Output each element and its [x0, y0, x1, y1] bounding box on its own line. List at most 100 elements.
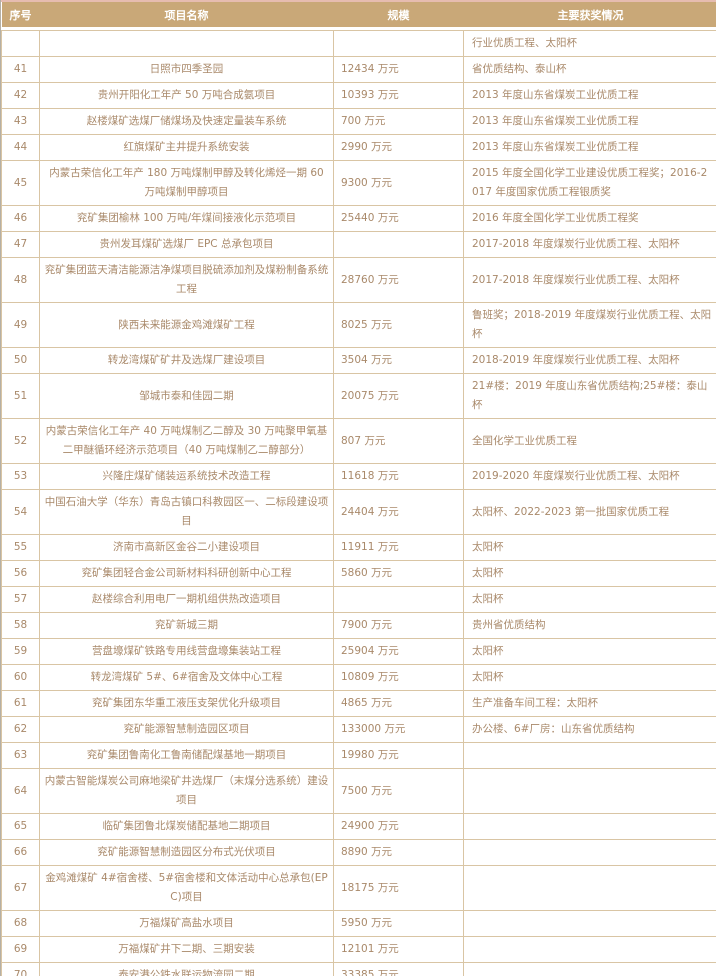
table-body: 行业优质工程、太阳杯 41 日照市四季圣园 12434 万元 省优质结构、泰山杯 42 贵州…: [1, 30, 716, 976]
table-row: 67 金鸡滩煤矿 4#宿舍楼、5#宿舍楼和文体活动中心总承包(EPC)项目 1817…: [1, 865, 716, 911]
cell-index: 47: [1, 231, 40, 258]
cell-awards: 2013 年度山东省煤炭工业优质工程: [463, 108, 716, 135]
cell-awards: 行业优质工程、太阳杯: [463, 30, 716, 57]
header-body-gap: [1, 27, 716, 31]
cell-awards: [463, 865, 716, 911]
cell-project-name: 贵州发耳煤矿选煤厂 EPC 总承包项目: [39, 231, 334, 258]
cell-project-name: 日照市四季圣园: [39, 56, 334, 83]
cell-awards: 太阳杯: [463, 560, 716, 587]
table-row: 43 赵楼煤矿选煤厂储煤场及快速定量装车系统 700 万元 2013 年度山东省煤炭工…: [1, 108, 716, 135]
cell-index: 45: [1, 160, 40, 206]
cell-awards: 太阳杯: [463, 534, 716, 561]
cell-awards: [463, 936, 716, 963]
table-row: 53 兴隆庄煤矿储装运系统技术改造工程 11618 万元 2019-2020 年度煤炭…: [1, 463, 716, 490]
cell-project-name: 临矿集团鲁北煤炭储配基地二期项目: [39, 813, 334, 840]
cell-project-name: 万福煤矿高盐水项目: [39, 910, 334, 937]
table-row: 行业优质工程、太阳杯: [1, 30, 716, 57]
cell-awards: 太阳杯: [463, 638, 716, 665]
cell-scale: 28760 万元: [333, 257, 464, 303]
cell-awards: 太阳杯、2022-2023 第一批国家优质工程: [463, 489, 716, 535]
cell-awards: [463, 813, 716, 840]
cell-awards: 鲁班奖；2018-2019 年度煤炭行业优质工程、太阳杯: [463, 302, 716, 348]
table-row: 65 临矿集团鲁北煤炭储配基地二期项目 24900 万元: [1, 813, 716, 840]
cell-project-name: 兴隆庄煤矿储装运系统技术改造工程: [39, 463, 334, 490]
cell-awards: 办公楼、6#厂房：山东省优质结构: [463, 716, 716, 743]
cell-index: 68: [1, 910, 40, 937]
table-row: 63 兖矿集团鲁南化工鲁南储配煤基地一期项目 19980 万元: [1, 742, 716, 769]
cell-scale: 3504 万元: [333, 347, 464, 374]
cell-awards: [463, 962, 716, 976]
cell-awards: [463, 768, 716, 814]
cell-index: 46: [1, 205, 40, 232]
cell-scale: 8890 万元: [333, 839, 464, 866]
cell-awards: 21#楼：2019 年度山东省优质结构;25#楼：泰山杯: [463, 373, 716, 419]
cell-scale: 7500 万元: [333, 768, 464, 814]
table-row: 59 营盘壕煤矿铁路专用线营盘壕集装站工程 25904 万元 太阳杯: [1, 638, 716, 665]
table-row: 41 日照市四季圣园 12434 万元 省优质结构、泰山杯: [1, 56, 716, 83]
cell-awards: 省优质结构、泰山杯: [463, 56, 716, 83]
cell-project-name: 济南市高新区金谷二小建设项目: [39, 534, 334, 561]
cell-index: 55: [1, 534, 40, 561]
cell-project-name: 中国石油大学（华东）青岛古镇口科教园区一、二标段建设项目: [39, 489, 334, 535]
cell-project-name: 赵楼煤矿选煤厂储煤场及快速定量装车系统: [39, 108, 334, 135]
cell-project-name: 赵楼综合利用电厂一期机组供热改造项目: [39, 586, 334, 613]
cell-project-name: 兖矿能源智慧制造园区项目: [39, 716, 334, 743]
cell-scale: 133000 万元: [333, 716, 464, 743]
cell-awards: 2015 年度全国化学工业建设优质工程奖；2016-2017 年度国家优质工程银…: [463, 160, 716, 206]
cell-scale: 10809 万元: [333, 664, 464, 691]
cell-scale: 20075 万元: [333, 373, 464, 419]
cell-index: 61: [1, 690, 40, 717]
cell-scale: 4865 万元: [333, 690, 464, 717]
cell-index: 57: [1, 586, 40, 613]
cell-scale: 10393 万元: [333, 82, 464, 109]
cell-awards: 2018-2019 年度煤炭行业优质工程、太阳杯: [463, 347, 716, 374]
cell-scale: [333, 231, 464, 258]
table-row: 50 转龙湾煤矿矿井及选煤厂建设项目 3504 万元 2018-2019 年度煤炭行业…: [1, 347, 716, 374]
cell-project-name: 邹城市泰和佳园二期: [39, 373, 334, 419]
cell-index: 62: [1, 716, 40, 743]
cell-scale: 7900 万元: [333, 612, 464, 639]
cell-project-name: 营盘壕煤矿铁路专用线营盘壕集装站工程: [39, 638, 334, 665]
header-row: 序号 项目名称 规模 主要获奖情况: [1, 2, 716, 27]
table-row: 45 内蒙古荣信化工年产 180 万吨煤制甲醇及转化烯烃一期 60 万吨煤制甲醇项…: [1, 160, 716, 206]
cell-awards: 2016 年度全国化学工业优质工程奖: [463, 205, 716, 232]
table-row: 57 赵楼综合利用电厂一期机组供热改造项目 太阳杯: [1, 586, 716, 613]
cell-project-name: 陕西未来能源金鸡滩煤矿工程: [39, 302, 334, 348]
cell-project-name: 内蒙古荣信化工年产 180 万吨煤制甲醇及转化烯烃一期 60 万吨煤制甲醇项目: [39, 160, 334, 206]
table-row: 62 兖矿能源智慧制造园区项目 133000 万元 办公楼、6#厂房：山东省优质结构: [1, 716, 716, 743]
cell-scale: 9300 万元: [333, 160, 464, 206]
cell-scale: 807 万元: [333, 418, 464, 464]
cell-index: 66: [1, 839, 40, 866]
table-row: 52 内蒙古荣信化工年产 40 万吨煤制乙二醇及 30 万吨聚甲氧基二甲醚循环经济…: [1, 418, 716, 464]
page-top-divider: [1, 0, 716, 2]
cell-awards: 太阳杯: [463, 586, 716, 613]
cell-index: 60: [1, 664, 40, 691]
cell-scale: 5950 万元: [333, 910, 464, 937]
cell-index: 54: [1, 489, 40, 535]
table-row: 70 泰安港公铁水联运物流园二期 33385 万元: [1, 962, 716, 976]
table-row: 56 兖矿集团轻合金公司新材料科研创新中心工程 5860 万元 太阳杯: [1, 560, 716, 587]
cell-awards: 2019-2020 年度煤炭行业优质工程、太阳杯: [463, 463, 716, 490]
col-header-index: 序号: [1, 2, 40, 27]
cell-scale: 12101 万元: [333, 936, 464, 963]
cell-scale: 25904 万元: [333, 638, 464, 665]
table-row: 69 万福煤矿井下二期、三期安装 12101 万元: [1, 936, 716, 963]
cell-project-name: 泰安港公铁水联运物流园二期: [39, 962, 334, 976]
table-row: 44 红旗煤矿主井提升系统安装 2990 万元 2013 年度山东省煤炭工业优质工程: [1, 134, 716, 161]
cell-awards: [463, 839, 716, 866]
table-row: 49 陕西未来能源金鸡滩煤矿工程 8025 万元 鲁班奖；2018-2019 年度煤炭…: [1, 302, 716, 348]
cell-scale: 11618 万元: [333, 463, 464, 490]
table-row: 48 兖矿集团蓝天清洁能源洁净煤项目脱硫添加剂及煤粉制备系统工程 28760 万元 2…: [1, 257, 716, 303]
table-row: 42 贵州开阳化工年产 50 万吨合成氨项目 10393 万元 2013 年度山东省煤…: [1, 82, 716, 109]
cell-awards: 贵州省优质结构: [463, 612, 716, 639]
cell-scale: 25440 万元: [333, 205, 464, 232]
cell-awards: 2013 年度山东省煤炭工业优质工程: [463, 82, 716, 109]
cell-project-name: 万福煤矿井下二期、三期安装: [39, 936, 334, 963]
col-header-project-name: 项目名称: [39, 2, 334, 27]
cell-index: 58: [1, 612, 40, 639]
cell-awards: 2017-2018 年度煤炭行业优质工程、太阳杯: [463, 257, 716, 303]
cell-index: 50: [1, 347, 40, 374]
cell-index: 59: [1, 638, 40, 665]
